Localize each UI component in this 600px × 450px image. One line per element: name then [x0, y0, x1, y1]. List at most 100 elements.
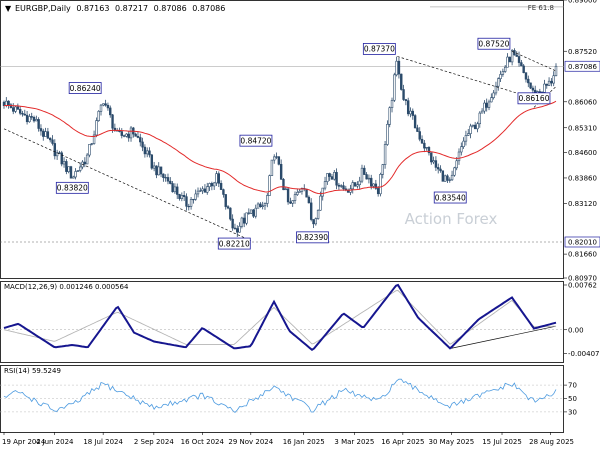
candle-body [90, 143, 93, 145]
candle-body [21, 113, 24, 115]
candle-body [293, 194, 297, 201]
candle-body [321, 187, 324, 197]
ohlc-open: 0.87163 [76, 4, 109, 13]
rsi-line [3, 378, 557, 413]
candle-body [323, 181, 327, 189]
candle-body [226, 206, 230, 209]
annotation-label: 0.82390 [297, 233, 328, 242]
candle-body [166, 177, 170, 182]
candle-body [296, 191, 299, 195]
candle-body [501, 71, 505, 75]
candle-body [127, 133, 130, 139]
candle-body [356, 184, 359, 187]
candle-body [450, 174, 454, 181]
candle-body [480, 110, 484, 114]
candle-body [148, 150, 151, 156]
candle-body [178, 194, 181, 199]
candle-body [413, 115, 417, 129]
candle-body [483, 102, 486, 112]
annotation-label: 0.87520 [478, 40, 509, 49]
candle-body [522, 65, 525, 73]
candle-body [268, 175, 271, 196]
candle-body [229, 207, 232, 220]
candle-body [432, 160, 435, 163]
candle-body [67, 166, 70, 172]
candle-body [494, 85, 498, 94]
candle-body [538, 91, 542, 93]
candle-body [529, 82, 532, 89]
candle-body [478, 112, 481, 125]
x-tick-label: 16 Jan 2025 [283, 438, 325, 446]
candle-body [342, 185, 345, 190]
candle-body [16, 106, 20, 110]
candle-body [473, 124, 477, 130]
candle-body [443, 175, 447, 182]
candle-body [300, 188, 304, 192]
candle-body [374, 183, 378, 189]
candle-body [406, 100, 410, 115]
x-tick-label: 16 Oct 2024 [181, 438, 225, 446]
ohlc-close: 0.87086 [192, 4, 225, 13]
annotation-box [433, 191, 467, 204]
x-tick-label: 30 May 2025 [429, 438, 475, 446]
candle-body [515, 54, 518, 57]
candle-body [254, 207, 257, 217]
rsi-tick-label: 50 [568, 395, 577, 403]
candle-body [180, 195, 184, 199]
candle-body [14, 106, 17, 112]
candle-body [42, 130, 45, 137]
candle-body [376, 188, 380, 195]
candle-body [370, 177, 373, 187]
candle-body [88, 144, 91, 156]
candle-body [279, 164, 283, 180]
candle-body [249, 209, 253, 214]
reference-lines [0, 6, 564, 413]
x-tick-label: 16 Apr 2025 [381, 438, 424, 446]
dropdown-arrow-icon: ▼ [5, 4, 12, 13]
x-tick-label: 15 Jul 2025 [482, 438, 522, 446]
candle-body [210, 183, 214, 187]
candle-body [231, 218, 234, 229]
macd-lines [3, 283, 557, 352]
candle-body [157, 166, 160, 176]
annotation-box [239, 134, 273, 147]
candle-body [189, 199, 193, 207]
candle-body [23, 113, 26, 116]
candle-body [309, 202, 313, 220]
price-tick-label: 0.83120 [568, 200, 597, 208]
fibonacci-label: FE 61.8 [528, 4, 554, 12]
chart-header: ▼ EURGBP,Daily 0.87163 0.87217 0.87086 0… [5, 4, 554, 13]
x-tick-label: 29 Nov 2024 [228, 438, 273, 446]
candle-body [404, 99, 408, 101]
candle-body [152, 165, 156, 169]
candle-body [51, 139, 54, 144]
x-tick-label: 28 Aug 2025 [529, 438, 574, 446]
candle-body [7, 100, 10, 106]
inner-trendline [397, 56, 535, 99]
candle-body [164, 177, 167, 179]
macd-trendline [450, 325, 557, 349]
candle-body [53, 143, 57, 157]
candle-body [76, 170, 80, 172]
candle-body [247, 212, 251, 214]
candle-body [136, 136, 140, 138]
candle-body [543, 83, 546, 93]
candle-body [99, 104, 103, 112]
candle-body [430, 152, 433, 163]
candle-body [349, 188, 352, 193]
watermark: Action Forex [405, 210, 498, 228]
candle-body [245, 212, 248, 224]
price-tick-label: 0.81660 [568, 251, 597, 259]
current-price-tag-box [564, 60, 600, 72]
candle-body [492, 92, 495, 98]
candle-body [72, 176, 75, 179]
candle-body [510, 50, 514, 63]
timeframe: Daily [51, 4, 72, 13]
candle-body [125, 133, 128, 137]
candle-body [335, 172, 338, 186]
moving-average [3, 100, 557, 195]
candle-body [35, 119, 38, 122]
candle-body [44, 131, 47, 137]
